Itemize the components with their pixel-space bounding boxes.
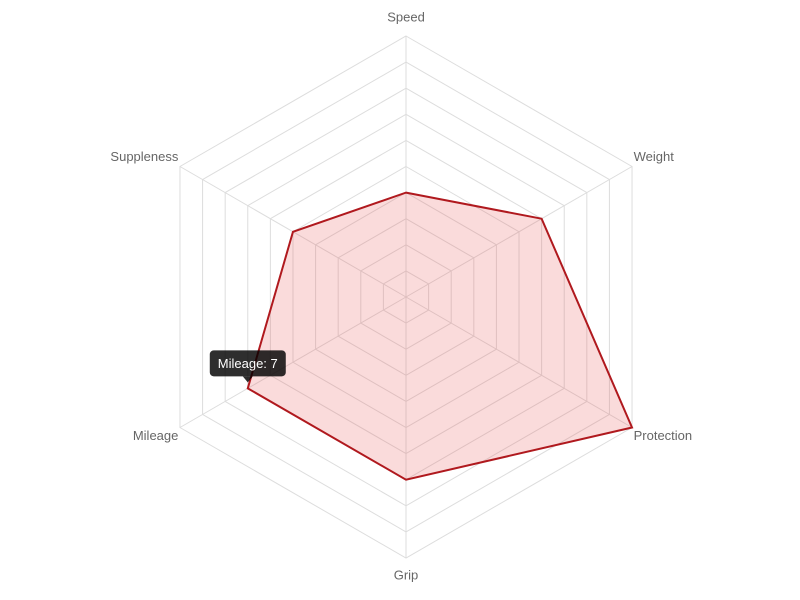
axis-label: Grip [394,567,419,582]
tooltip-text: Mileage: 7 [218,356,278,371]
axis-label: Suppleness [110,149,178,164]
spoke [405,296,633,428]
axis-label: Mileage [133,428,179,443]
tooltip: Mileage: 7 [209,350,286,383]
spoke [405,166,633,298]
data-area [246,191,634,481]
axis-label: Speed [387,9,425,24]
axis-label: Weight [634,149,675,164]
axis-label: Protection [634,428,693,443]
spoke [179,296,407,428]
tooltip-caret [242,376,253,383]
tooltip-box [209,350,286,377]
